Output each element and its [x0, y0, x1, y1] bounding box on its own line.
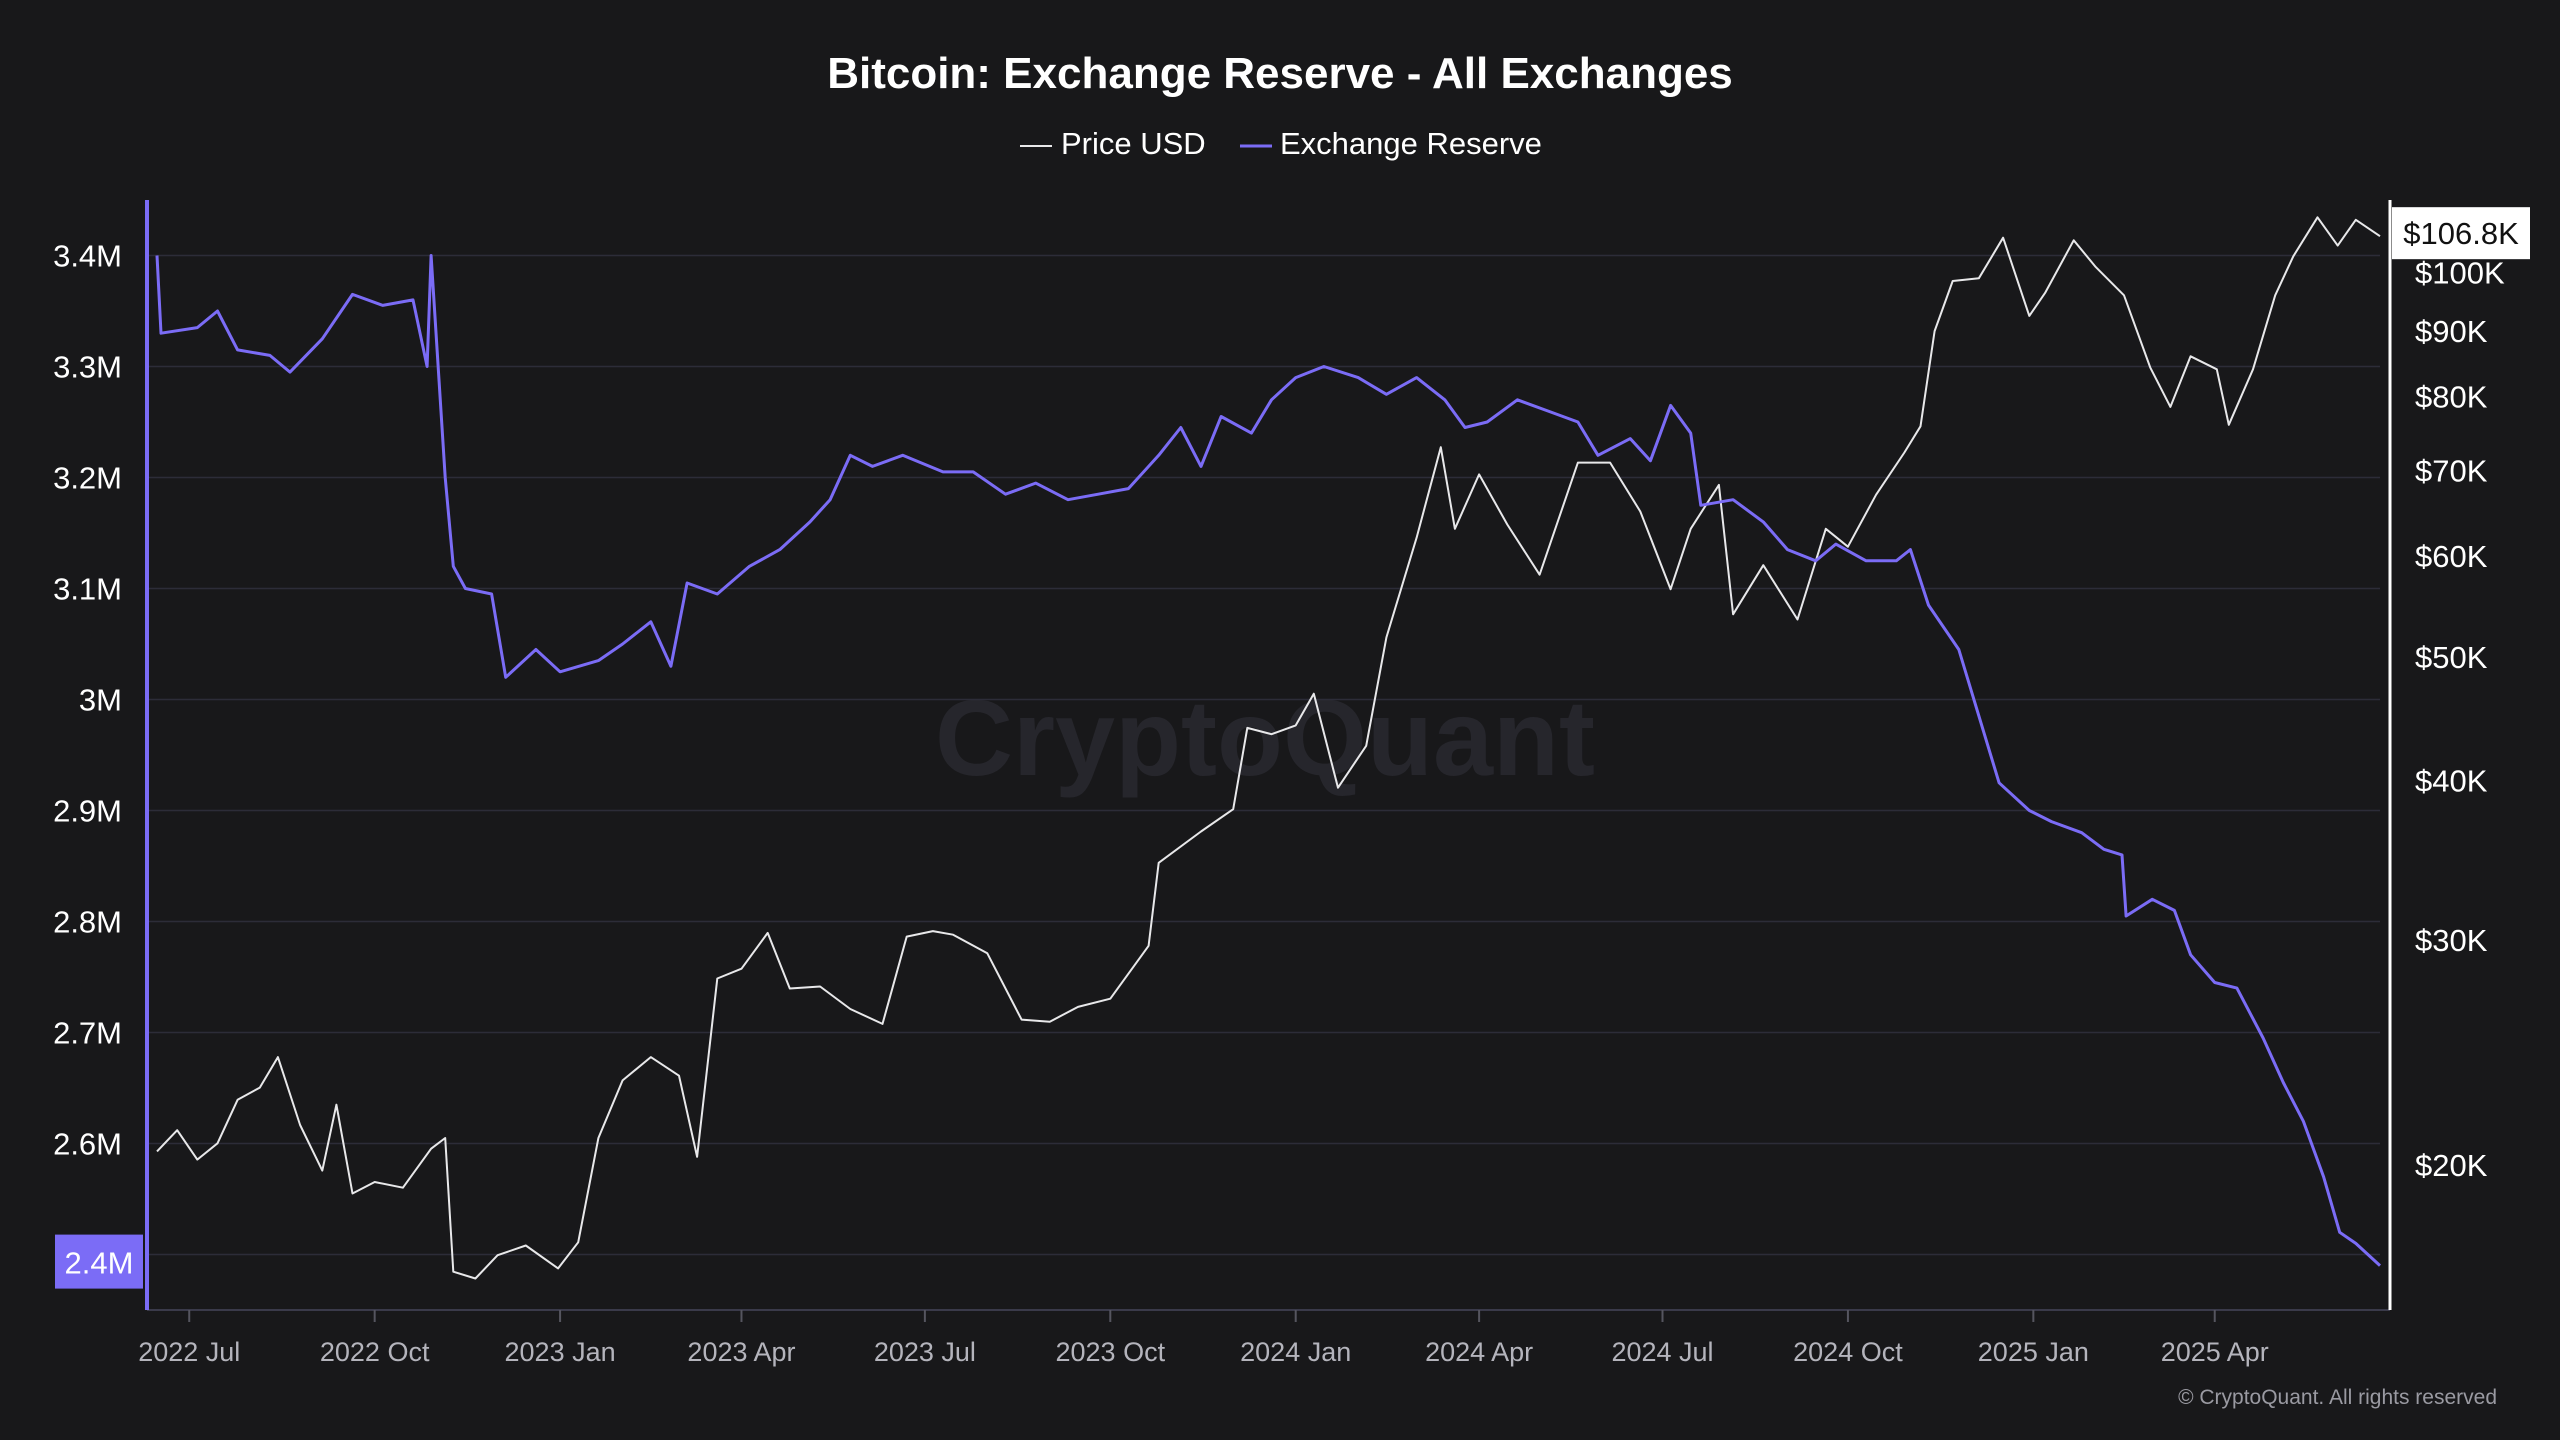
price-usd-line: [156, 216, 2381, 1280]
current-reserve-value: 2.4M: [65, 1246, 134, 1281]
x-tick-label: 2025 Jan: [1978, 1337, 2089, 1367]
right-tick-label: $60K: [2415, 539, 2488, 574]
x-tick-label: 2023 Jul: [874, 1337, 976, 1367]
right-tick-label: $30K: [2415, 923, 2488, 958]
current-price-badge: [2392, 207, 2530, 260]
x-tick-label: 2024 Jul: [1611, 1337, 1713, 1367]
axes: [145, 200, 2392, 1322]
x-tick-label: 2022 Jul: [138, 1337, 240, 1367]
legend-reserve-label: Exchange Reserve: [1280, 126, 1542, 161]
exchange-reserve-line: [155, 254, 2382, 1267]
right-tick-label: $80K: [2415, 379, 2488, 414]
chart-title: Bitcoin: Exchange Reserve - All Exchange…: [827, 49, 1733, 98]
left-tick-label: 3.2M: [53, 461, 122, 496]
current-reserve-badge: [55, 1234, 143, 1289]
axis-labels: 3.4M 3.3M 3.2M 3.1M 3M 2.9M 2.8M 2.7M 2.6M $100K $…: [53, 207, 2530, 1367]
left-tick-label: 3.4M: [53, 239, 122, 274]
watermark: CryptoQuant: [935, 677, 1595, 798]
left-tick-label: 2.9M: [53, 794, 122, 829]
right-tick-label: $20K: [2415, 1148, 2488, 1183]
grid: [147, 254, 2380, 1256]
current-price-value: $106.8K: [2403, 216, 2519, 251]
left-tick-label: 2.6M: [53, 1127, 122, 1162]
x-tick-label: 2022 Oct: [320, 1337, 430, 1367]
right-tick-label: $70K: [2415, 453, 2488, 488]
copyright: © CryptoQuant. All rights reserved: [2178, 1386, 2497, 1409]
right-tick-label: $40K: [2415, 764, 2488, 799]
x-tick-label: 2023 Oct: [1056, 1337, 1166, 1367]
x-tick-label: 2024 Jan: [1240, 1337, 1351, 1367]
left-tick-label: 2.8M: [53, 905, 122, 940]
left-tick-label: 3.3M: [53, 350, 122, 385]
series-lines: [155, 216, 2382, 1280]
x-tick-label: 2023 Jan: [505, 1337, 616, 1367]
left-tick-label: 3M: [79, 683, 122, 718]
left-tick-label: 3.1M: [53, 572, 122, 607]
right-tick-label: $50K: [2415, 640, 2488, 675]
x-tick-label: 2023 Apr: [687, 1337, 795, 1367]
right-tick-label: $100K: [2415, 256, 2505, 291]
left-tick-label: 2.7M: [53, 1016, 122, 1051]
x-tick-label: 2025 Apr: [2161, 1337, 2269, 1367]
right-tick-label: $90K: [2415, 314, 2488, 349]
legend-price-label: Price USD: [1061, 126, 1206, 161]
legend: Price USD Exchange Reserve: [1020, 126, 1542, 161]
x-tick-label: 2024 Oct: [1793, 1337, 1903, 1367]
x-tick-label: 2024 Apr: [1425, 1337, 1533, 1367]
